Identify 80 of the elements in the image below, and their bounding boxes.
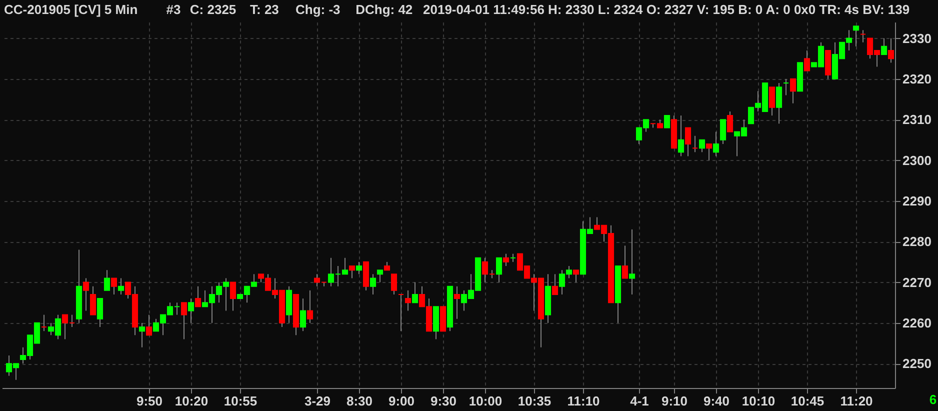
x-tick-label: 3-29 <box>304 394 331 408</box>
candlestick <box>104 270 110 291</box>
candlestick <box>370 274 376 295</box>
x-tick-label: 9:00 <box>388 394 415 408</box>
candlestick <box>194 286 202 308</box>
candlestick <box>678 115 684 157</box>
candlestick <box>706 144 712 161</box>
x-tick-label: 9:30 <box>430 394 457 408</box>
candlestick <box>782 78 790 96</box>
candlestick <box>230 282 236 312</box>
candlestick <box>376 270 384 283</box>
y-tick-label: 2300 <box>902 152 932 168</box>
x-tick-label: 10:20 <box>174 394 208 408</box>
candlestick <box>768 86 776 116</box>
candlestick <box>398 294 404 332</box>
x-tick-label: 8:30 <box>346 394 373 408</box>
x-tick-label: 10:55 <box>224 394 258 408</box>
candlestick <box>720 119 726 144</box>
text: 6 <box>929 392 937 407</box>
candlestick <box>96 298 104 328</box>
candlestick <box>552 274 558 295</box>
candlestick <box>390 274 398 295</box>
candlestick <box>684 127 692 157</box>
candlestick <box>110 278 118 295</box>
y-tick-label: 2310 <box>902 112 932 128</box>
x-tick-label: 9:10 <box>661 394 688 408</box>
candlestick <box>860 30 866 43</box>
y-tick-label: 2320 <box>902 71 932 86</box>
candlestick <box>698 139 706 153</box>
y-tick-label: 2280 <box>902 234 932 250</box>
candlestick <box>726 110 734 132</box>
text: DChg: 42 <box>356 2 413 17</box>
candlestick <box>572 270 580 283</box>
candlestick <box>692 135 698 153</box>
candlestick <box>146 314 152 336</box>
candlestick <box>712 131 720 157</box>
x-tick-label: 11:20 <box>840 394 873 408</box>
text: C: 2325 <box>190 2 236 17</box>
x-tick-label: 10:00 <box>468 394 502 408</box>
chart-title: CC-201905 [CV] 5 Min <box>4 2 138 17</box>
candlestick <box>502 253 510 266</box>
x-tick-label: 10:35 <box>518 394 552 408</box>
y-tick-label: 2260 <box>902 315 932 330</box>
candlestick <box>852 26 860 47</box>
candlestick <box>300 298 306 332</box>
candlestick <box>804 50 810 72</box>
candlestick <box>118 278 124 295</box>
candlestick <box>306 290 314 324</box>
candlestick <box>138 322 146 348</box>
candlestick <box>454 286 460 320</box>
candlestick <box>776 82 782 124</box>
candlestick <box>496 257 502 283</box>
candlestick <box>880 38 888 56</box>
x-tick-label: 4-1 <box>630 394 649 408</box>
candlestick <box>90 286 96 316</box>
text: T: 23 <box>250 2 279 17</box>
text: #3 <box>166 2 181 17</box>
y-tick-label: 2330 <box>902 30 932 46</box>
x-tick-label: 9:50 <box>136 394 163 408</box>
x-tick-label: 10:45 <box>790 394 824 408</box>
candlestick <box>348 266 356 279</box>
candlestick <box>664 115 670 128</box>
candlestick <box>82 278 90 312</box>
y-tick-label: 2290 <box>902 193 932 208</box>
y-tick-label: 2250 <box>902 356 932 372</box>
x-tick-label: 10:10 <box>742 394 776 408</box>
text: Chg: -3 <box>296 2 340 17</box>
candlestick <box>40 314 48 332</box>
candlestick <box>404 290 412 312</box>
candlestick <box>188 298 194 324</box>
candlestick <box>356 261 362 275</box>
candlestick <box>412 282 418 304</box>
candlestick <box>622 245 628 279</box>
x-tick-label: 11:10 <box>567 394 600 408</box>
y-tick-label: 2270 <box>902 274 932 290</box>
candlestick <box>628 228 636 295</box>
candlestick <box>790 78 796 104</box>
text: 2019-04-01 11:49:56 H: 2330 L: 2324 O: 2327 V: 195 B: 0 A: 0 0x0 TR: 4s BV: 139 <box>423 2 910 17</box>
x-tick-label: 9:40 <box>703 394 730 408</box>
candlestick <box>180 302 188 340</box>
